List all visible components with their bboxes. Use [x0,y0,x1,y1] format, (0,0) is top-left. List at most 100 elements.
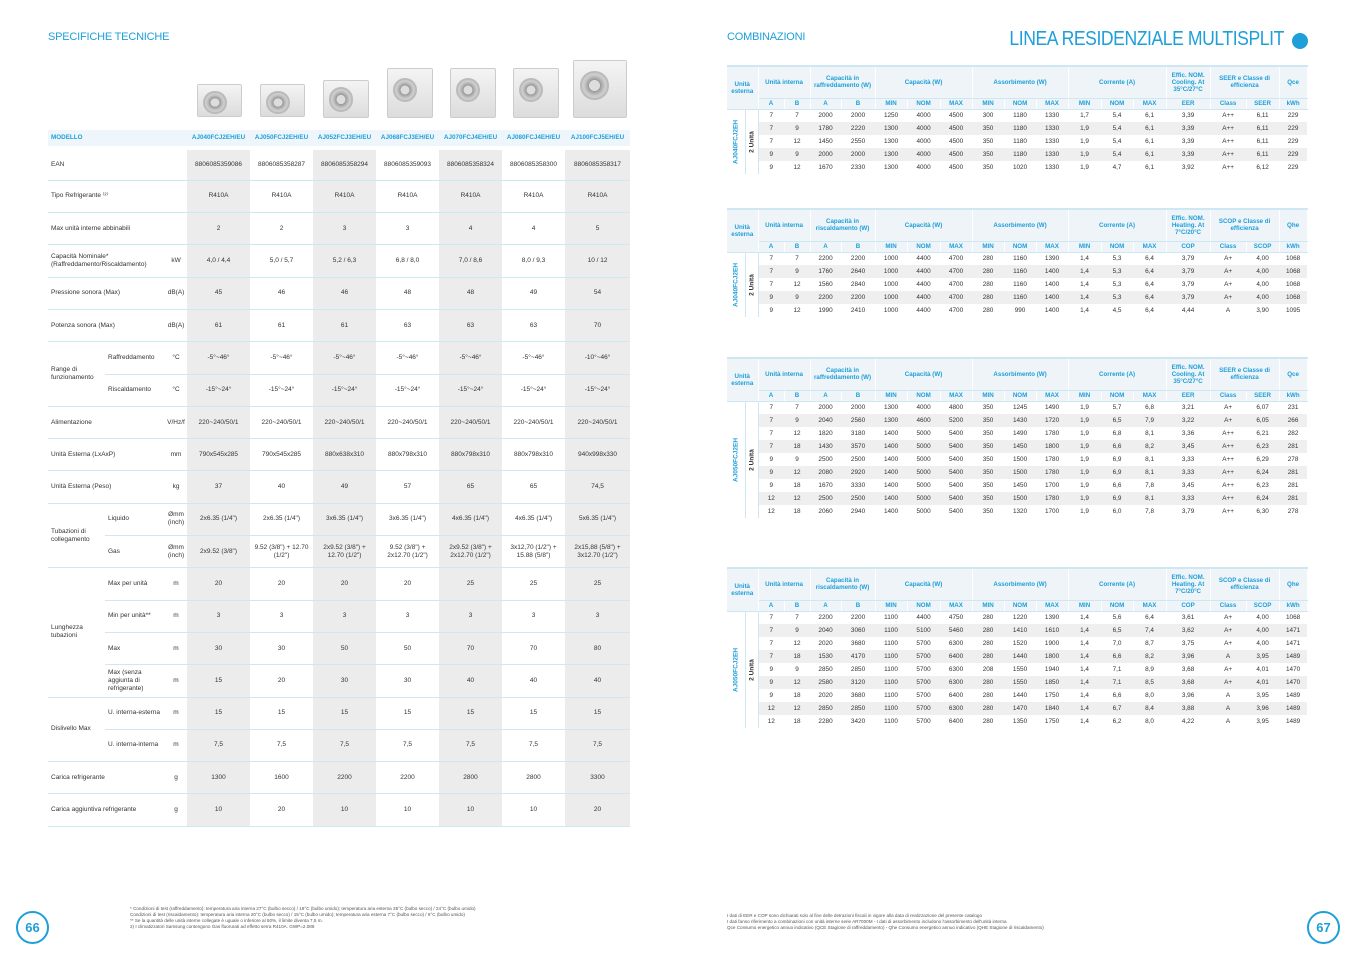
column-header: MAX [1036,390,1069,402]
combination-value: 1100 [875,676,908,689]
column-group-header: Capacità (W) [875,208,973,242]
combination-value: 3,96 [1166,650,1211,663]
spec-value: 15 [187,664,251,698]
combination-value: 1800 [1036,440,1069,453]
combination-value: 5000 [916,456,931,463]
combination-value: 9 [769,692,774,699]
spec-label: Unità Esterna (LxAxP) [48,438,165,472]
combination-value: A [1225,307,1231,314]
footnote: 2) I climatizzatori Samsung contengono G… [130,924,315,929]
combination-value: 5,3 [1112,255,1122,263]
combination-value: 3,79 [1166,291,1211,304]
spec-value: 54 [565,277,631,310]
spec-row: Gas Ømm (inch) 2x9.52 (3/8") 9.52 (3/8") + … [48,535,631,569]
combination-value: A+ [1224,255,1233,263]
column-group-header: Corrente (A) [1068,357,1167,391]
column-group-header: SEER e Classe di efficienza [1210,65,1280,99]
spec-unit: °C [165,374,188,407]
spec-value: 61 [313,309,377,343]
combination-value: 1550 [1004,676,1037,689]
combination-value: A+ [1224,404,1233,412]
combination-value: 5400 [948,456,964,463]
combination-value: 6,11 [1246,122,1280,135]
spec-value: 2x9.52 (3/8") + 12.70 (1/2") [313,535,377,569]
combination-value: 7 [795,255,799,263]
spec-value: 2200 [313,761,377,795]
model-name: AJ040FCJ2EH/EU [187,130,251,150]
spec-value: 65 [502,470,566,504]
spec-value: 65 [439,470,503,504]
combination-value: 1300 [883,138,899,145]
combination-value: 1530 [810,650,842,663]
combination-value: 1400 [875,492,908,505]
spec-value: 30 [376,664,440,698]
outdoor-unit-image [573,60,627,118]
combination-value: 4500 [948,138,964,145]
outdoor-model-label: AJ040FCJ2EH [732,262,740,307]
spec-value: 2x15,88 (5/8") + 3x12.70 (1/2") [565,535,631,569]
combination-value: 6,9 [1112,456,1122,463]
combination-value: 4400 [907,265,941,278]
combination-value: 6,1 [1145,138,1154,145]
title-dot-icon [1292,33,1308,49]
spec-value: 15 [187,697,251,730]
combination-value: 1160 [1004,265,1037,278]
spec-value: 2x6.35 (1/4") [187,503,251,537]
combination-value: 9 [784,265,811,278]
combination-value: 7,1 [1112,666,1122,673]
combination-value: 9 [795,456,799,463]
spec-value: 5 [565,212,631,246]
column-header: NOM [1101,98,1134,110]
spec-value: -10°~46° [565,341,631,375]
combination-value: 1300 [875,122,908,135]
spec-value: 40 [565,664,631,698]
combination-value: 4400 [916,614,931,622]
combination-value: 3420 [850,718,866,725]
combination-value: 1160 [1004,291,1037,304]
combination-value: 5400 [940,492,973,505]
combination-value: A+ [1224,614,1233,622]
spec-value: 3 [313,212,377,246]
combination-value: 1,9 [1080,138,1089,145]
combination-row: 9 9 2200 2200 1000 4400 4700 280 1160 1400 1,4 5,3 6… [727,291,1308,304]
combination-value: 2020 [818,692,833,699]
combination-value: 1068 [1285,255,1301,263]
combination-value: 3,96 [1246,702,1280,715]
combination-value: 2840 [850,281,866,288]
combination-value: 1440 [1004,650,1037,663]
spec-row: Carica aggiuntiva refrigerante g 10 20 10 10 1… [48,793,631,827]
column-header: NOM [907,600,941,612]
spec-row: EAN 8806085359086 8806085358287 88060853582… [48,148,631,181]
spec-value: -5°~46° [187,341,251,375]
column-group-header: Corrente (A) [1068,65,1167,99]
units-count-cell: 2 Unità [745,401,759,518]
spec-value: 2x9.52 (3/8") [187,535,251,569]
combination-value: 7 [795,404,799,412]
combination-value: 2200 [850,614,866,622]
combination-value: 7 [795,112,799,120]
spec-group-label: Dislivello Max [48,697,105,763]
combination-table: Unità esterna Unità interna Capacità in ra… [727,65,1308,174]
combination-value: 6,05 [1246,414,1280,427]
combination-value: 1400 [883,430,899,437]
combination-value: 1180 [1004,148,1037,161]
spec-value: -15°~24° [376,374,440,407]
combination-value: A [1210,702,1247,715]
combination-value: 5000 [916,508,931,515]
combination-value: 280 [972,624,1005,637]
combination-value: 12 [793,307,801,314]
combination-value: 1,7 [1080,112,1089,120]
column-group-header: Qce [1279,357,1308,391]
combination-value: 1489 [1279,650,1308,663]
combination-value: 6,11 [1256,112,1269,120]
combination-row: 9 9 2500 2500 1400 5000 5400 350 1500 1780 1,9 6,9 8… [727,453,1307,466]
combination-value: 1000 [875,291,908,304]
combination-row: 7 18 1430 3570 1400 5000 5400 350 1450 1800 1,9 6,6… [727,440,1308,453]
spec-value: 3 [502,600,566,633]
spec-value: -15°~24° [439,374,503,407]
combination-value: 2060 [818,508,833,515]
combination-value: 231 [1287,404,1299,412]
column-group-header: Capacità (W) [875,357,973,391]
combination-value: 5,4 [1101,148,1134,161]
combination-value: 4400 [916,255,931,263]
